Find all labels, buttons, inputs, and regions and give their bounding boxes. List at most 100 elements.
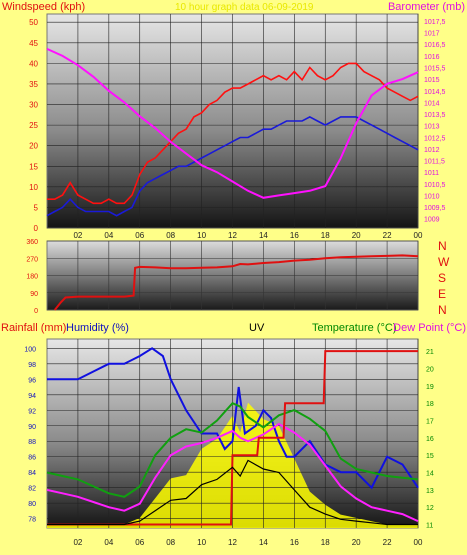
- dew-point-title: Dew Point (°C): [393, 322, 466, 334]
- windspeed-tick: 30: [29, 101, 38, 110]
- barometer-tick: 1014: [424, 100, 440, 107]
- humidity-tick: 98: [28, 362, 36, 369]
- wind-time-axis: 02 04 06 08 10 12 14 16 18 20 22 00: [73, 231, 423, 240]
- rain-time-tick: 12: [228, 538, 237, 547]
- barometer-tick: 1009: [424, 217, 440, 224]
- wind-time-tick: 18: [321, 231, 330, 240]
- barometer-tick: 1013,5: [424, 112, 446, 119]
- temperature-tick: 20: [426, 366, 434, 373]
- avg-line: [46, 115, 419, 217]
- humidity-line: [47, 347, 419, 490]
- humidity-tick: 80: [28, 501, 36, 508]
- windspeed-tick: 50: [29, 18, 38, 27]
- compass-n-bottom: N: [438, 303, 447, 317]
- humidity-tick: 86: [28, 455, 36, 462]
- temperature-tick: 11: [426, 523, 433, 530]
- rain-time-tick: 04: [104, 538, 113, 547]
- temperature-tick: 13: [426, 488, 434, 495]
- temperature-tick: 18: [426, 401, 434, 408]
- direction-line: [53, 254, 419, 311]
- humidity-tick: 84: [28, 470, 36, 477]
- windspeed-axis: 0 5 10 15 20 25 30 35 40 45 50: [29, 18, 38, 233]
- barometer-tick: 1017,5: [424, 19, 446, 26]
- barometer-tick: 1012,5: [424, 135, 446, 142]
- compass-s: S: [438, 271, 446, 285]
- barometer-tick: 1011,5: [424, 159, 445, 166]
- barometer-title: Barometer (mb): [388, 1, 465, 13]
- rainfall-title: Rainfall (mm): [1, 322, 66, 334]
- rain-time-tick: 20: [352, 538, 361, 547]
- rain-time-tick: 22: [383, 538, 392, 547]
- wind-time-tick: 02: [73, 231, 82, 240]
- barometer-axis: 1009 1009,5 1010 1010,5 1011 1011,5 1012 1012,5…: [424, 19, 446, 224]
- graph-date-title: 10 hour graph data 06-09-2019: [175, 2, 314, 13]
- wind-time-tick: 06: [135, 231, 144, 240]
- rain-time-tick: 08: [166, 538, 175, 547]
- windspeed-title: Windspeed (kph): [2, 1, 85, 13]
- wind-time-tick: 08: [166, 231, 175, 240]
- barometer-tick: 1015: [424, 77, 440, 84]
- rain-time-axis: 02 04 06 08 10 12 14 16 18 20 22 00: [73, 538, 423, 547]
- windspeed-tick: 25: [29, 121, 38, 130]
- wind-time-tick: 00: [414, 231, 423, 240]
- barometer-tick: 1017: [424, 31, 440, 38]
- windspeed-tick: 10: [29, 183, 38, 192]
- wind-time-tick: 14: [259, 231, 268, 240]
- direction-axis: 0 90 180 270 360: [26, 239, 38, 315]
- barometer-tick: 1012: [424, 147, 440, 154]
- rain-time-tick: 14: [259, 538, 268, 547]
- rainfall-line: [47, 350, 418, 526]
- uv-title: UV: [249, 322, 265, 334]
- humidity-tick: 96: [28, 377, 36, 384]
- wind-time-tick: 16: [290, 231, 299, 240]
- rain-time-tick: 02: [73, 538, 82, 547]
- rain-time-tick: 06: [135, 538, 144, 547]
- temperature-axis: 11 12 13 14 15 16 17 18 19 20 21: [426, 349, 434, 529]
- wind-time-tick: 22: [383, 231, 392, 240]
- humidity-tick: 78: [28, 517, 36, 524]
- rain-time-tick: 16: [290, 538, 299, 547]
- direction-tick: 0: [34, 308, 38, 315]
- humidity-axis: 78 80 82 84 86 88 90 92 94 96 98 100: [24, 346, 36, 523]
- humidity-tick: 94: [28, 393, 36, 400]
- temperature-tick: 14: [426, 471, 434, 478]
- compass-e: E: [438, 287, 446, 301]
- rain-humidity-panel: Rainfall (mm) Humidity (%) UV Temperatur…: [1, 322, 466, 547]
- barometer-tick: 1010: [424, 193, 440, 200]
- windspeed-tick: 40: [29, 59, 38, 68]
- uv-line: [47, 459, 418, 526]
- windspeed-tick: 15: [29, 162, 38, 171]
- baro-line: [46, 47, 419, 199]
- compass-n-top: N: [438, 239, 447, 253]
- barometer-tick: 1009,5: [424, 205, 446, 212]
- barometer-tick: 1010,5: [424, 182, 446, 189]
- dew-point-line: [46, 422, 419, 523]
- humidity-title: Humidity (%): [66, 322, 129, 334]
- windspeed-tick: 20: [29, 142, 38, 151]
- barometer-tick: 1014,5: [424, 89, 446, 96]
- barometer-tick: 1016: [424, 54, 440, 61]
- temperature-tick: 19: [426, 384, 434, 391]
- wind-time-tick: 20: [352, 231, 361, 240]
- temperature-tick: 12: [426, 505, 434, 512]
- compass-w: W: [438, 255, 450, 269]
- rain-time-tick: 18: [321, 538, 330, 547]
- wind-barometer-panel: Windspeed (kph) 10 hour graph data 06-09…: [2, 1, 465, 240]
- humidity-tick: 82: [28, 486, 36, 493]
- wind-time-tick: 12: [228, 231, 237, 240]
- direction-tick: 180: [26, 274, 38, 281]
- wind-direction-panel: 0 90 180 270 360 N W S E N: [26, 239, 450, 317]
- humidity-tick: 92: [28, 408, 36, 415]
- humidity-tick: 100: [24, 346, 36, 353]
- humidity-tick: 90: [28, 424, 36, 431]
- direction-tick: 270: [26, 256, 38, 263]
- gust-line: [47, 62, 419, 205]
- direction-series: [53, 254, 419, 311]
- direction-grid: [47, 240, 419, 311]
- temperature-tick: 15: [426, 453, 434, 460]
- wind-time-tick: 04: [104, 231, 113, 240]
- humidity-tick: 88: [28, 439, 36, 446]
- temperature-title: Temperature (°C): [312, 322, 396, 334]
- rain-time-tick: 10: [197, 538, 206, 547]
- temperature-tick: 17: [426, 418, 434, 425]
